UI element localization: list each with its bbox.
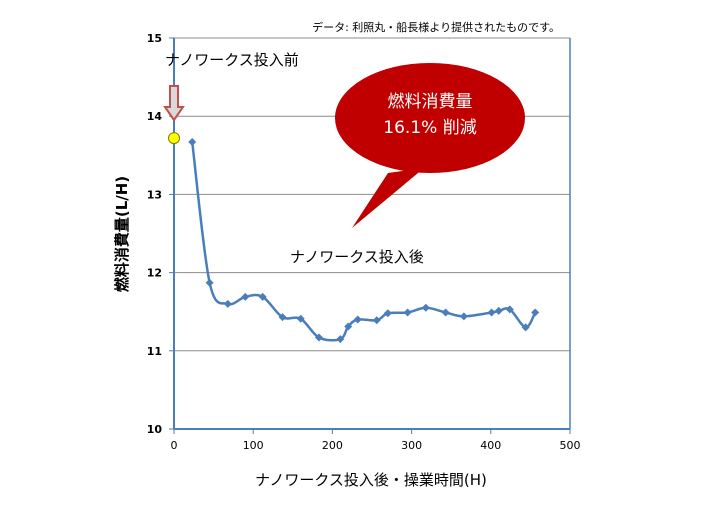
callout-line1: 燃料消費量 xyxy=(388,92,473,112)
annotations xyxy=(163,85,185,145)
x-tick-label: 100 xyxy=(243,439,264,452)
data-point-marker xyxy=(505,305,514,314)
data-point-marker xyxy=(296,314,305,323)
data-point-marker xyxy=(353,315,362,324)
callout-line2: 16.1% 削減 xyxy=(383,118,476,138)
y-tick-label: 12 xyxy=(147,267,162,280)
x-tick-label: 500 xyxy=(560,439,581,452)
data-point-marker xyxy=(531,308,540,317)
data-point-marker xyxy=(487,308,496,317)
data-point-marker xyxy=(459,312,468,321)
y-tick-label: 15 xyxy=(147,32,162,45)
x-tick-label: 300 xyxy=(401,439,422,452)
data-point-marker xyxy=(205,278,214,287)
data-point-marker xyxy=(344,322,353,331)
y-tick-label: 10 xyxy=(147,423,163,436)
reduction-callout: 燃料消費量 16.1% 削減 xyxy=(335,63,525,228)
y-tick-label: 14 xyxy=(147,110,163,123)
data-point-marker xyxy=(494,306,503,315)
source-note: データ: 利照丸・船長様より提供されたものです。 xyxy=(312,20,560,34)
data-point-marker xyxy=(336,335,345,344)
x-tick-label: 200 xyxy=(322,439,343,452)
data-point-marker xyxy=(521,323,530,332)
data-point-marker xyxy=(403,308,412,317)
data-point-marker xyxy=(278,313,287,322)
x-tick-label: 0 xyxy=(171,439,178,452)
data-point-marker xyxy=(223,299,232,308)
data-point-marker xyxy=(188,138,197,147)
data-point-marker xyxy=(421,303,430,312)
data-point-marker xyxy=(372,316,381,325)
before-data-point xyxy=(168,132,180,145)
before-label: ナノワークス投入前 xyxy=(165,51,299,69)
y-axis-label: 燃料消費量(L/H) xyxy=(113,176,131,292)
axes: 10 11 12 13 14 15 0 100 200 300 400 500 xyxy=(147,32,581,452)
data-point-marker xyxy=(441,308,450,317)
data-point-marker xyxy=(314,333,323,342)
x-axis-label: ナノワークス投入後・操業時間(H) xyxy=(255,471,487,489)
y-tick-label: 11 xyxy=(147,345,162,358)
data-point-marker xyxy=(258,292,267,301)
y-tick-label: 13 xyxy=(147,188,162,201)
series-line xyxy=(188,138,540,344)
callout-ellipse xyxy=(335,63,525,173)
data-point-marker xyxy=(383,309,392,318)
series-path xyxy=(190,141,537,342)
x-tick-label: 400 xyxy=(480,439,501,452)
down-arrow-icon xyxy=(163,85,185,122)
data-point-marker xyxy=(241,292,250,301)
callout-bubble xyxy=(352,168,424,228)
after-label: ナノワークス投入後 xyxy=(290,248,424,266)
